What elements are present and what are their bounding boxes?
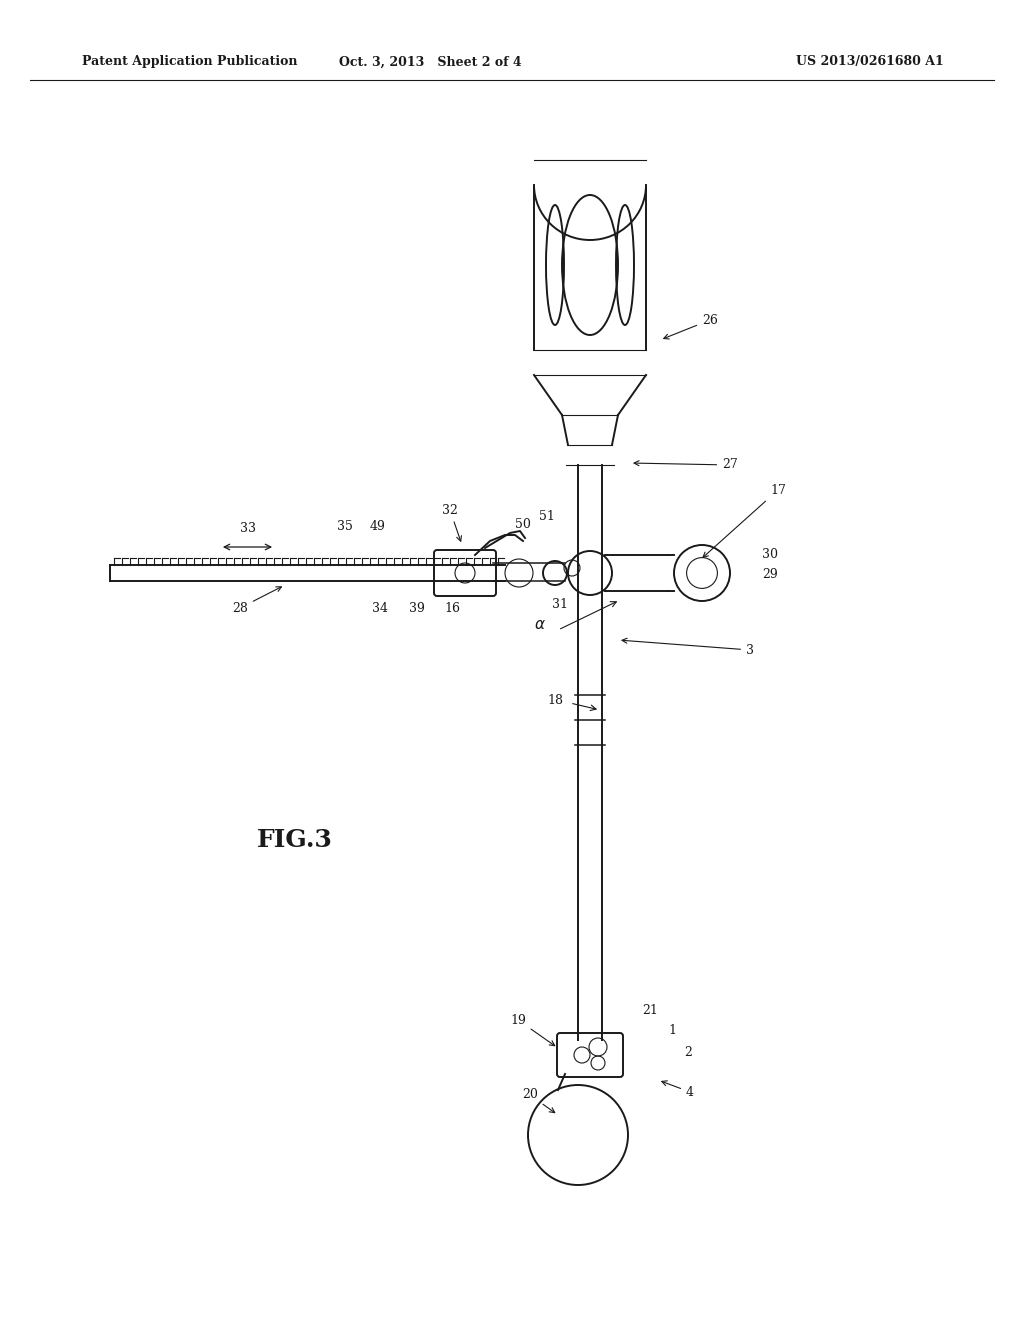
Text: 26: 26: [664, 314, 718, 339]
Text: FIG.3: FIG.3: [257, 828, 333, 851]
Text: 51: 51: [539, 510, 555, 523]
Text: 2: 2: [684, 1045, 692, 1059]
Text: 50: 50: [515, 517, 530, 531]
Text: 29: 29: [762, 569, 778, 582]
Text: 1: 1: [668, 1023, 676, 1036]
Text: 21: 21: [642, 1003, 658, 1016]
Text: 3: 3: [622, 638, 754, 656]
Text: 28: 28: [232, 587, 282, 615]
Text: 4: 4: [662, 1081, 694, 1098]
Text: Patent Application Publication: Patent Application Publication: [82, 55, 298, 69]
Text: 19: 19: [510, 1014, 555, 1045]
Text: 34: 34: [372, 602, 388, 615]
Text: 20: 20: [522, 1089, 555, 1113]
Text: 16: 16: [444, 602, 460, 615]
Text: 27: 27: [634, 458, 738, 471]
Text: 33: 33: [240, 521, 256, 535]
Text: 18: 18: [547, 693, 563, 706]
Text: 35: 35: [337, 520, 353, 533]
Text: 49: 49: [370, 520, 386, 533]
Text: $\alpha$: $\alpha$: [535, 618, 546, 632]
Text: 39: 39: [409, 602, 425, 615]
Text: Oct. 3, 2013   Sheet 2 of 4: Oct. 3, 2013 Sheet 2 of 4: [339, 55, 521, 69]
Text: 31: 31: [552, 598, 568, 611]
Text: 17: 17: [703, 483, 786, 557]
Text: US 2013/0261680 A1: US 2013/0261680 A1: [796, 55, 944, 69]
Text: 32: 32: [442, 503, 462, 541]
Text: 30: 30: [762, 549, 778, 561]
